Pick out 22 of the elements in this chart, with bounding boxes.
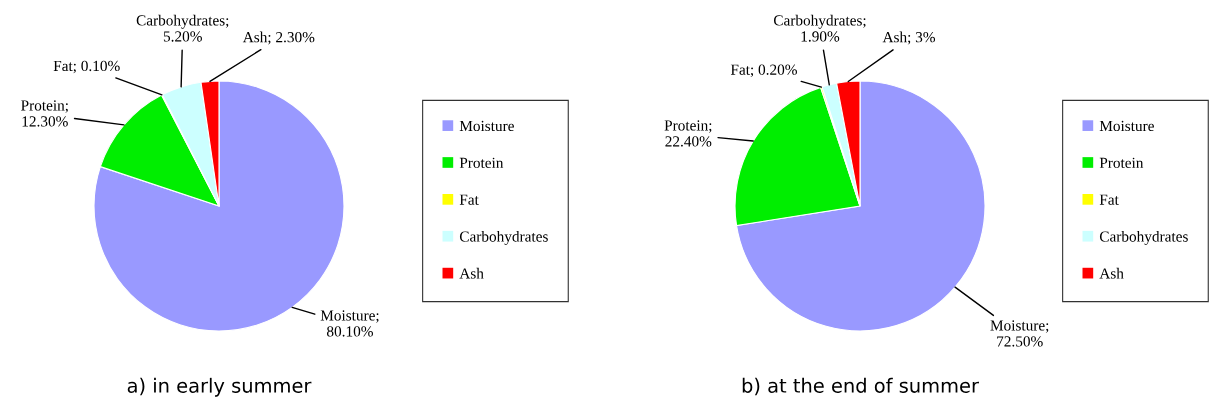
text: b) at the end of summer [742, 377, 979, 396]
legend-label: Ash [459, 267, 484, 279]
data-label: Ash; 2.30% [242, 31, 315, 45]
legend-label: Protein [1099, 157, 1144, 168]
legend-label: Fat [459, 194, 479, 205]
data-label: Carbohydrates; 5.20% [136, 14, 229, 42]
data-label: Fat; 0.20% [730, 64, 797, 78]
data-label: Protein; 12.30% [21, 100, 68, 127]
data-label: Moisture; 80.10% [320, 310, 379, 337]
legend-label: Moisture [1099, 120, 1154, 132]
data-label: Fat; 0.10% [53, 60, 120, 74]
text: a) in early summer [127, 377, 312, 397]
data-label: Ash; 3% [882, 31, 936, 45]
legend-label: Carbohydrates [1099, 230, 1188, 245]
data-label: Moisture; 72.50% [990, 320, 1049, 347]
data-label: Protein; 22.40% [664, 120, 712, 147]
legend-label: Ash [1099, 267, 1124, 279]
legend-label: Fat [1099, 194, 1119, 205]
legend-label: Carbohydrates [459, 230, 548, 245]
data-label: Carbohydrates; 1.90% [773, 14, 866, 42]
legend-label: Protein [459, 157, 504, 168]
legend-label: Moisture [459, 120, 514, 132]
